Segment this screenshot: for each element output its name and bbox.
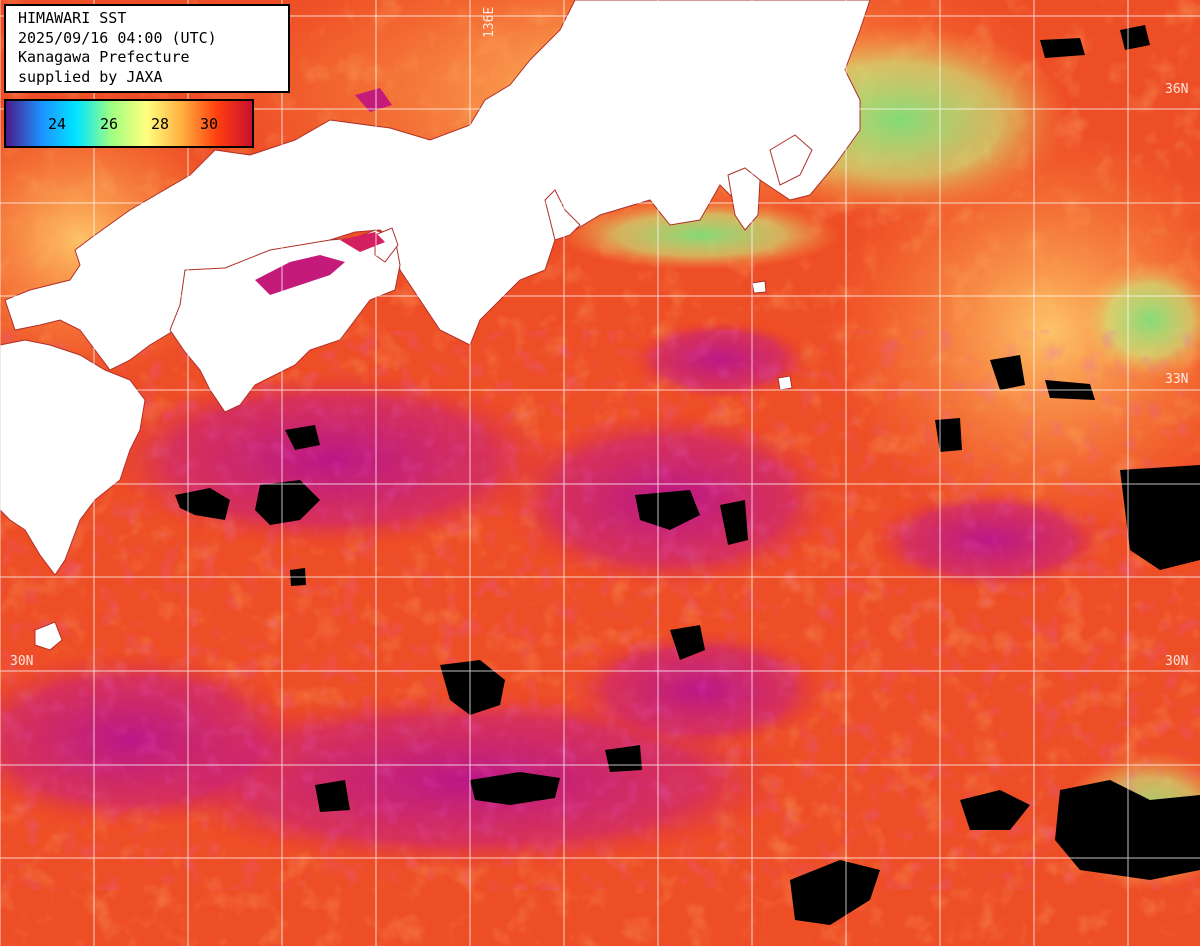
kii-warm xyxy=(355,88,392,112)
lat-label-30n-west: 30N xyxy=(10,654,34,669)
cloud-patch-1 xyxy=(175,488,230,520)
cloud-patch-11 xyxy=(960,790,1030,830)
map-region: Kanagawa Prefecture xyxy=(18,48,190,66)
cloud-patch-7 xyxy=(470,772,560,805)
seto-warm-2 xyxy=(340,232,385,252)
cloud-patch-15 xyxy=(670,625,705,660)
legend-color-bar xyxy=(6,101,252,146)
cloud-patch-12 xyxy=(790,860,880,925)
seto-warm-1 xyxy=(255,255,345,295)
land-islet-3 xyxy=(751,280,767,294)
cloud-patch-6 xyxy=(440,660,505,715)
lat-label-30n-east: 30N xyxy=(1165,654,1189,669)
land-boso xyxy=(769,134,813,186)
cloud-patch-13 xyxy=(990,355,1025,390)
land-awaji xyxy=(374,227,399,263)
coastal-green-sagami xyxy=(560,200,840,270)
land-shikoku xyxy=(169,229,401,413)
cloud-patch-16 xyxy=(935,418,962,452)
cloud-patch-2 xyxy=(255,480,320,525)
legend-tick: 26 xyxy=(100,115,119,133)
map-datetime: 2025/09/16 04:00 (UTC) xyxy=(18,28,217,47)
cloud-patch-17 xyxy=(1040,38,1085,58)
map-info-box: HIMAWARI SST 2025/09/16 04:00 (UTC) Kana… xyxy=(4,4,290,93)
land-kyushu xyxy=(0,339,146,576)
cloud-patch-5 xyxy=(720,500,748,545)
cloud-patch-4 xyxy=(635,490,700,530)
lat-label-36n: 36N xyxy=(1165,82,1189,97)
legend-tick: 24 xyxy=(48,115,67,133)
legend-tick: 30 xyxy=(200,115,219,133)
lon-label-136e: 136E xyxy=(482,6,497,38)
map-credit: supplied by JAXA xyxy=(18,67,163,86)
land-islet-1 xyxy=(34,621,63,651)
temperature-legend: 24 26 28 30 xyxy=(4,99,254,148)
cloud-patch-8 xyxy=(315,780,350,812)
lat-label-33n: 33N xyxy=(1165,372,1189,387)
cloud-patch-3 xyxy=(285,425,320,450)
map-title: HIMAWARI SST xyxy=(18,9,127,27)
legend-tick: 28 xyxy=(151,115,170,133)
cloud-patch-9 xyxy=(1120,465,1200,570)
land xyxy=(0,0,871,651)
cloud-masks xyxy=(175,25,1200,925)
land-islet-2 xyxy=(777,375,793,391)
